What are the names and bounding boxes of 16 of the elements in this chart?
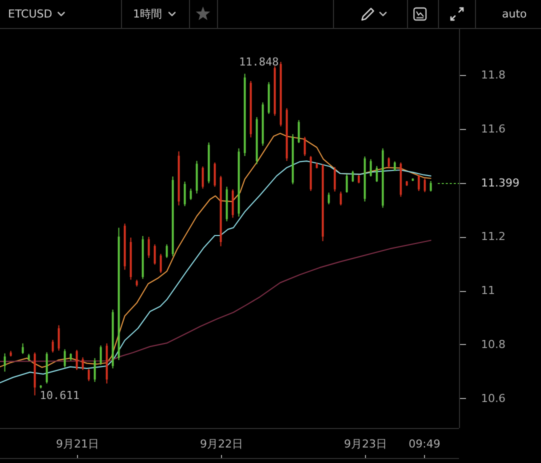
y-tick-label: 10.8: [481, 338, 506, 351]
y-tick-label: 11.399: [481, 176, 520, 190]
text: 1時間: [133, 8, 162, 20]
y-tick-label: 11.6: [481, 122, 506, 136]
x-tick-label: 9月21日: [56, 438, 99, 450]
annotation: 11.848: [239, 55, 279, 68]
text: auto: [502, 8, 528, 20]
y-tick-label: 11: [481, 284, 495, 298]
x-tick-label: 9月22日: [200, 438, 243, 450]
chart-title: ETCUSD: [8, 8, 52, 20]
x-tick-label: 9月23日: [344, 438, 387, 450]
annotation: 10.611: [40, 388, 80, 402]
x-tick-label: 09:49: [408, 438, 440, 450]
y-tick-label: 10.6: [481, 392, 506, 405]
y-tick-label: 11.8: [481, 68, 506, 82]
y-tick-label: 11.2: [481, 230, 506, 244]
